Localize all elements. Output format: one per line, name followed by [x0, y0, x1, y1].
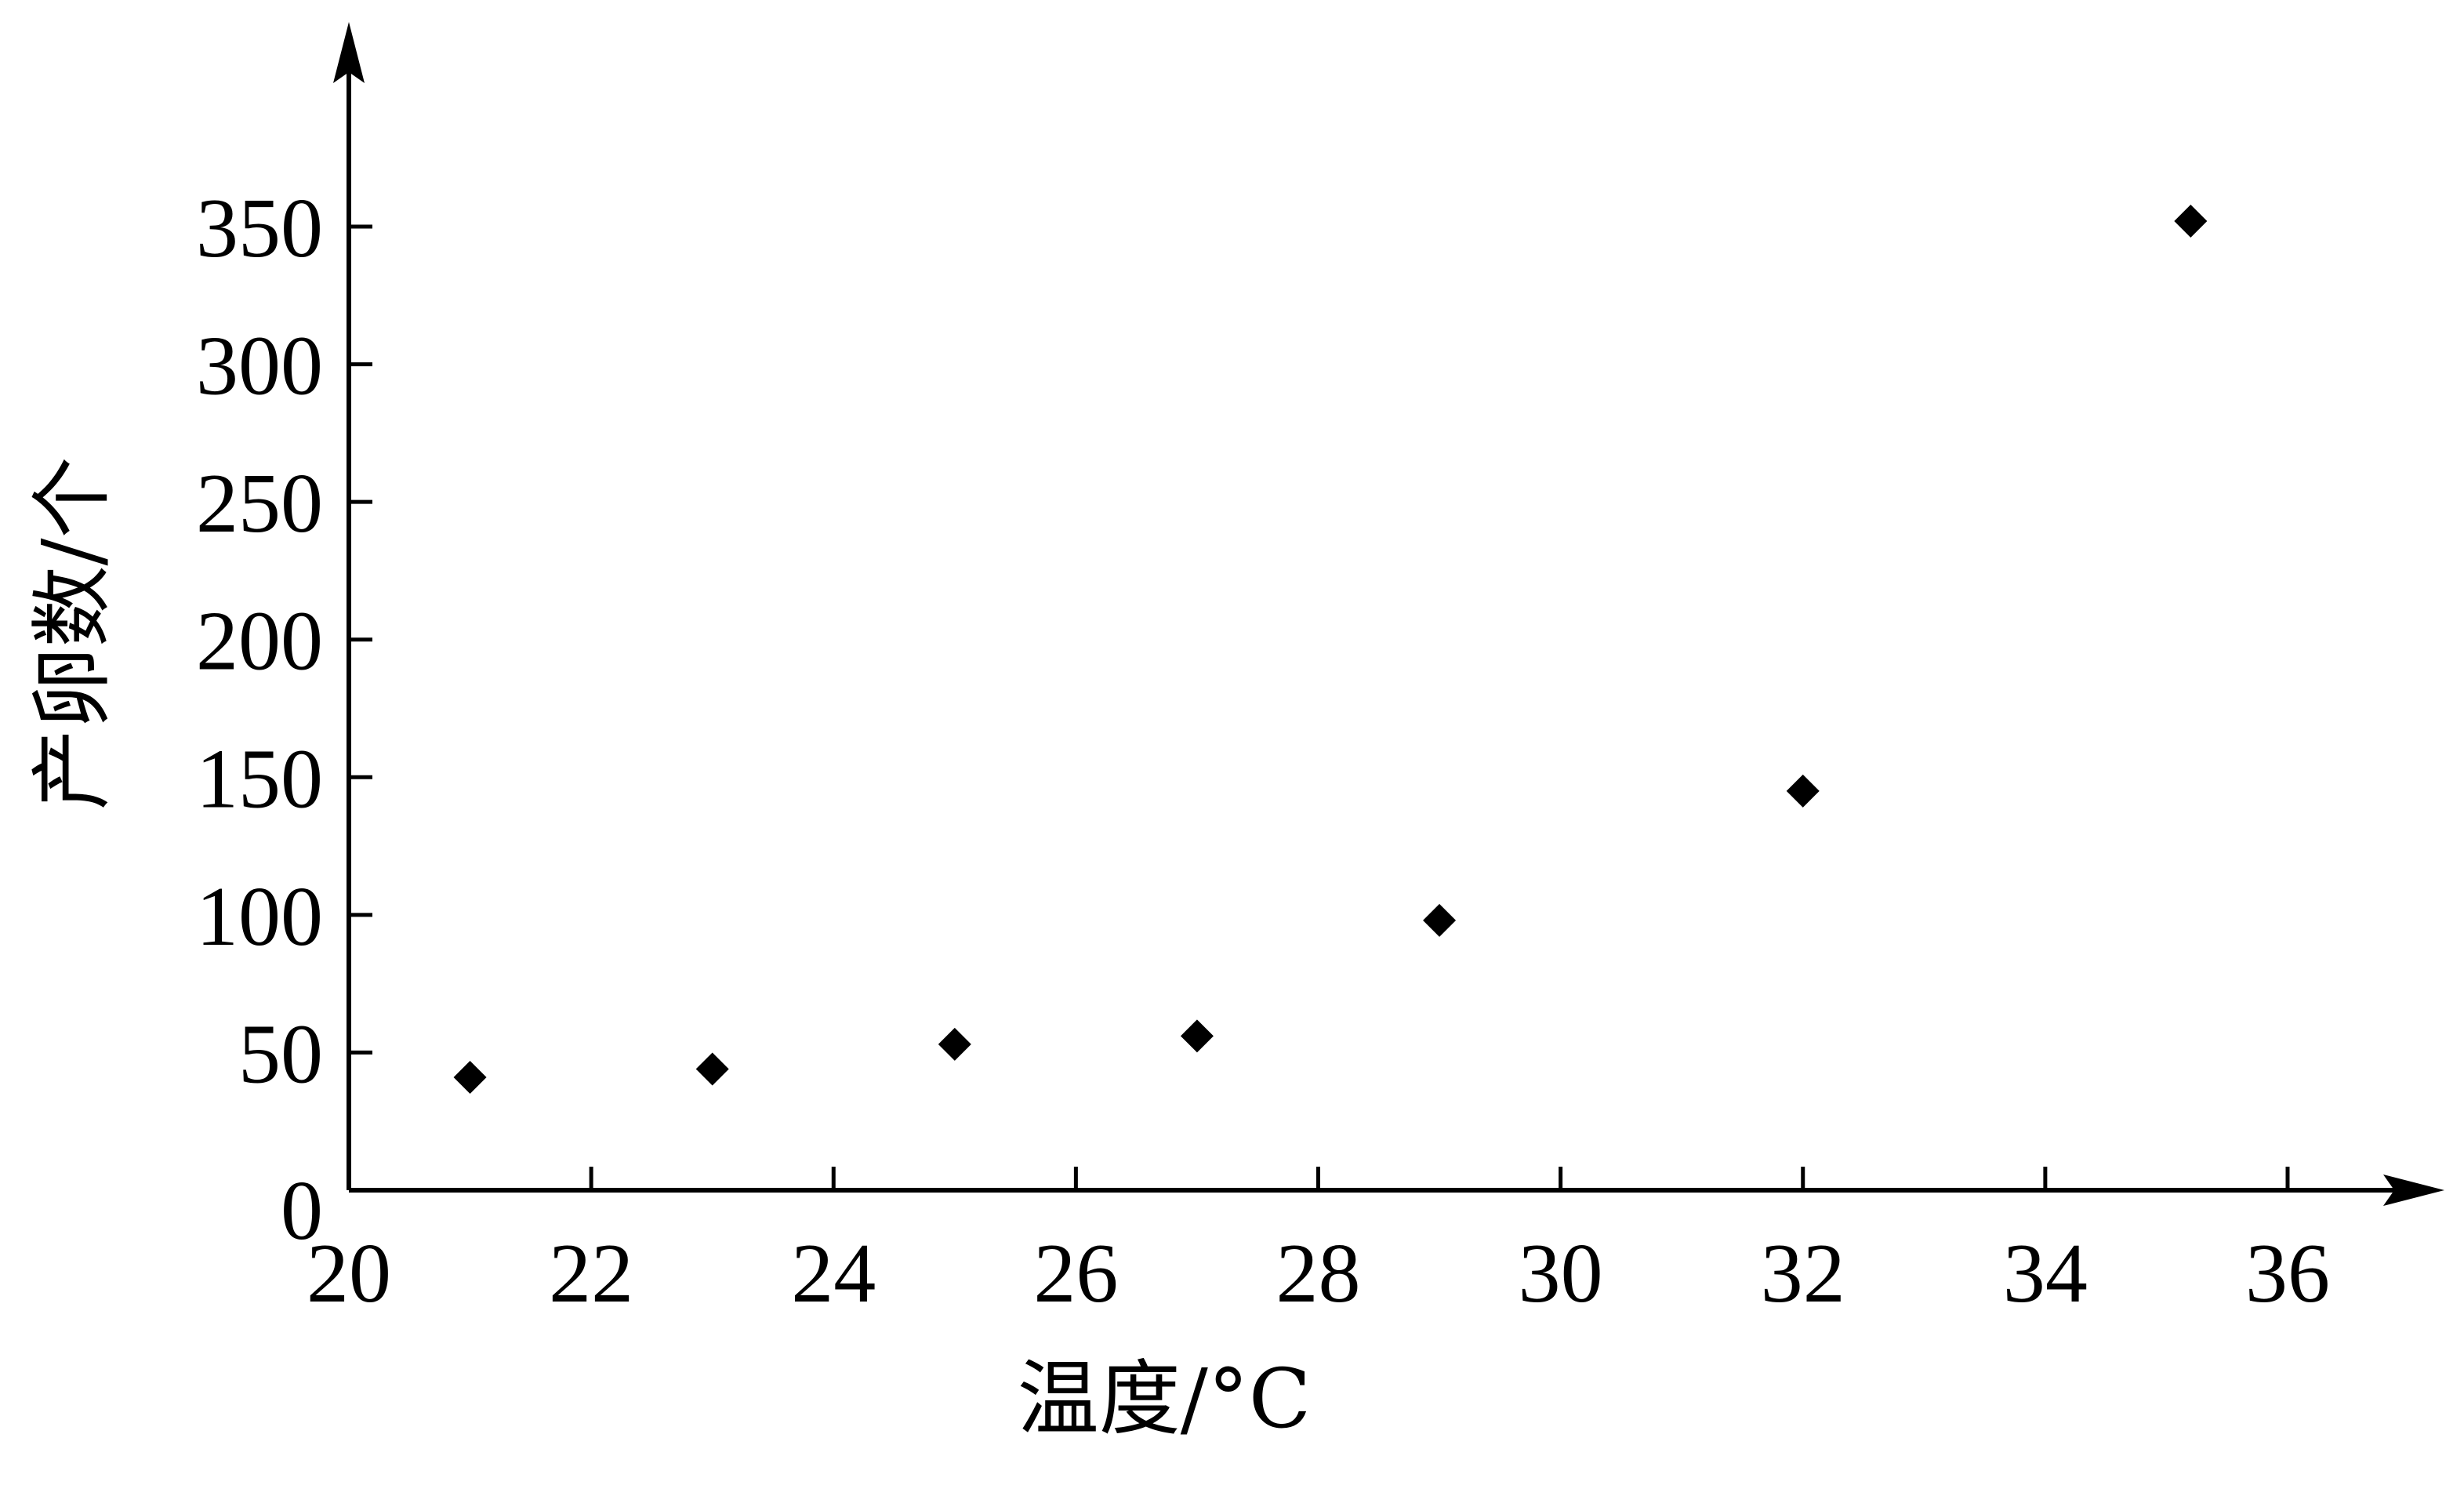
x-tick-label: 24: [791, 1227, 876, 1320]
y-tick-label: 100: [196, 870, 323, 964]
y-tick-label: 150: [196, 732, 323, 826]
x-tick-label: 26: [1033, 1227, 1118, 1320]
data-point: [453, 1061, 487, 1095]
x-tick-label: 20: [307, 1227, 391, 1320]
y-tick-label: 0: [281, 1164, 323, 1258]
x-axis-arrow: [2383, 1175, 2444, 1206]
y-ticks: 0 50 100 150 200 250 300 350: [196, 182, 372, 1258]
y-tick-label: 250: [196, 457, 323, 550]
y-tick-label: 50: [238, 1008, 323, 1101]
data-point: [1180, 1019, 1214, 1053]
x-tick-label: 32: [1761, 1227, 1845, 1320]
y-tick-label: 300: [196, 320, 323, 413]
data-point: [1423, 903, 1457, 937]
data-points: [453, 204, 2208, 1095]
data-point: [2174, 204, 2208, 238]
y-tick-label: 350: [196, 182, 323, 275]
x-tick-label: 28: [1276, 1227, 1361, 1320]
y-axis-title: 产卵数/个: [24, 456, 120, 810]
x-axis-title: 温度/°C: [1018, 1351, 1312, 1447]
y-axis-arrow: [333, 22, 365, 83]
x-tick-label: 30: [1519, 1227, 1603, 1320]
data-point: [1786, 774, 1820, 808]
data-point: [938, 1027, 971, 1061]
x-tick-label: 34: [2003, 1227, 2088, 1320]
x-ticks: 20 22 24 26 28 30 32 34 36: [307, 1167, 2330, 1320]
axes: [333, 22, 2444, 1206]
data-point: [695, 1052, 729, 1086]
x-tick-label: 36: [2245, 1227, 2330, 1320]
x-tick-label: 22: [549, 1227, 633, 1320]
y-tick-label: 200: [196, 595, 323, 688]
